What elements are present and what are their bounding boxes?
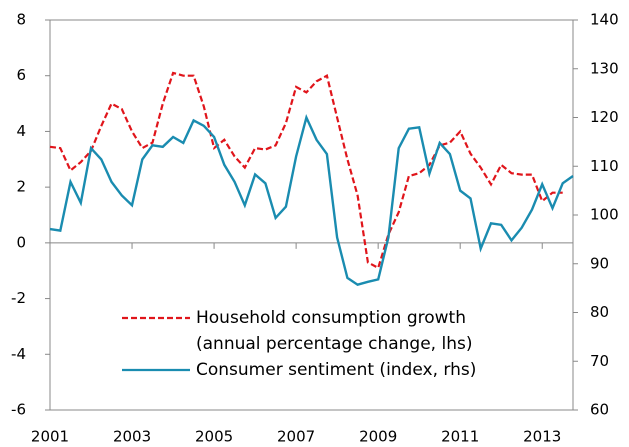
y-tick-label: -4 [11,345,26,363]
x-tick-label: 2005 [195,428,233,446]
legend-label: Consumer sentiment (index, rhs) [196,360,477,380]
y2-tick-label: 140 [590,11,619,29]
y2-tick-label: 100 [590,206,619,224]
y-tick-label: 8 [16,11,26,29]
y2-tick-label: 80 [590,303,609,321]
y-tick-label: 2 [16,178,26,196]
x-tick-label: 2001 [31,428,69,446]
series-line [49,71,563,270]
y-tick-label: 4 [16,122,26,140]
y2-tick-label: 110 [590,157,619,175]
y2-tick-label: 120 [590,108,619,126]
x-tick-label: 2011 [441,428,479,446]
y-tick-label: 0 [16,233,26,251]
y-tick-label: 6 [16,66,26,84]
y-tick-label: -6 [11,401,26,419]
y2-tick-label: 130 [590,59,619,77]
y-tick-label: -2 [11,289,26,307]
y2-tick-label: 70 [590,352,609,370]
y2-tick-label: 90 [590,254,609,272]
series-line [49,113,574,287]
x-tick-label: 2007 [277,428,315,446]
y2-tick-label: 60 [590,401,609,419]
x-tick-label: 2003 [113,428,151,446]
x-tick-label: 2009 [359,428,397,446]
legend-label: Household consumption growth (annual per… [196,308,473,354]
x-tick-label: 2013 [523,428,561,446]
